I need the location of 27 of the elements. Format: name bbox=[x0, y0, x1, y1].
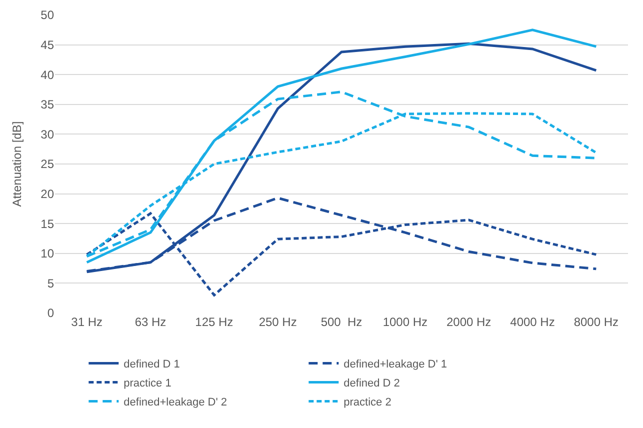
y-tick-label: 5 bbox=[47, 276, 54, 290]
y-tick-label: 40 bbox=[40, 68, 54, 82]
y-tick-label: 35 bbox=[40, 98, 54, 112]
y-tick-label: 25 bbox=[40, 157, 54, 172]
x-tick-label: 500 Hz bbox=[320, 315, 362, 329]
legend-label: defined D 2 bbox=[344, 378, 400, 390]
y-tick-label: 45 bbox=[40, 38, 54, 52]
legend-label: practice 1 bbox=[124, 378, 172, 390]
x-tick-label: 4000 Hz bbox=[510, 315, 555, 329]
x-tick-label: 1000 Hz bbox=[382, 315, 428, 329]
legend-label: defined+leakage D' 1 bbox=[344, 358, 447, 371]
y-axis-title: Attenuation [dB] bbox=[10, 121, 24, 207]
x-tick-label: 125 Hz bbox=[195, 315, 234, 329]
legend-label: defined D 1 bbox=[124, 358, 180, 371]
x-tick-label: 63 Hz bbox=[134, 315, 166, 329]
x-tick-label: 2000 Hz bbox=[446, 315, 492, 329]
x-tick-label: 31 Hz bbox=[71, 315, 103, 329]
y-tick-label: 10 bbox=[40, 246, 54, 261]
legend-label: practice 2 bbox=[344, 396, 392, 409]
y-tick-label: 15 bbox=[40, 216, 54, 231]
legend-label: defined+leakage D' 2 bbox=[124, 396, 227, 409]
y-tick-label: 20 bbox=[40, 187, 54, 201]
y-tick-label: 0 bbox=[47, 306, 54, 320]
y-tick-label: 50 bbox=[40, 8, 54, 22]
x-tick-label: 8000 Hz bbox=[574, 315, 619, 329]
x-tick-label: 250 Hz bbox=[258, 315, 297, 329]
y-tick-label: 30 bbox=[40, 127, 54, 142]
